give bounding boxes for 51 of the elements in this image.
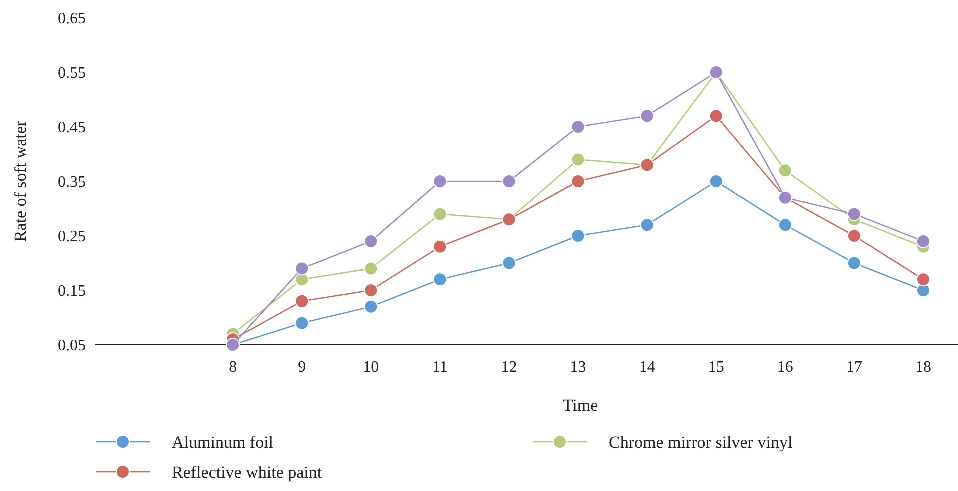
point [847, 207, 862, 222]
x-tick-label: 13 [570, 359, 586, 376]
y-tick-label: 0.55 [58, 65, 86, 82]
point [640, 109, 654, 124]
point [364, 284, 378, 298]
point [433, 272, 448, 287]
point [571, 229, 586, 243]
y-tick-label: 0.35 [58, 174, 86, 192]
point [847, 256, 862, 270]
point [640, 218, 654, 232]
point [433, 207, 448, 222]
point [295, 294, 310, 308]
x-tick-label: 11 [432, 359, 448, 376]
point [847, 229, 862, 243]
point [709, 174, 724, 188]
x-tick-label: 10 [363, 359, 380, 376]
point [433, 174, 448, 188]
x-axis-title: Time [562, 396, 598, 415]
x-tick-label: 18 [915, 359, 932, 376]
legend-label: Aluminum foil [172, 432, 274, 452]
point [916, 272, 930, 287]
y-tick-label: 0.65 [58, 10, 86, 28]
point [433, 240, 448, 254]
y-tick-label: 0.15 [58, 283, 86, 300]
legend-label: Reflective white paint [172, 462, 322, 482]
point [295, 262, 310, 276]
x-tick-label: 15 [708, 359, 724, 376]
x-tick-label: 12 [501, 359, 518, 376]
point [778, 164, 792, 178]
point [364, 262, 378, 276]
y-tick-label: 0.05 [58, 338, 86, 355]
y-axis-title: Rate of soft water [11, 120, 30, 242]
point [364, 300, 378, 314]
x-tick-label: 17 [846, 359, 862, 376]
x-tick-label: 8 [229, 359, 238, 376]
y-tick-label: 0.25 [58, 228, 86, 246]
x-tick-label: 16 [777, 359, 794, 376]
x-tick-label: 9 [298, 359, 306, 376]
point [778, 218, 792, 232]
x-tick-label: 14 [639, 359, 656, 376]
point [364, 234, 378, 248]
point [295, 316, 310, 330]
legend-label: Chrome mirror silver vinyl [609, 432, 793, 452]
point [571, 120, 586, 134]
point [502, 256, 516, 270]
point [571, 152, 586, 167]
y-tick-label: 0.45 [58, 120, 86, 137]
point [571, 174, 586, 188]
point [709, 109, 724, 124]
point [502, 174, 516, 188]
point [916, 234, 930, 248]
